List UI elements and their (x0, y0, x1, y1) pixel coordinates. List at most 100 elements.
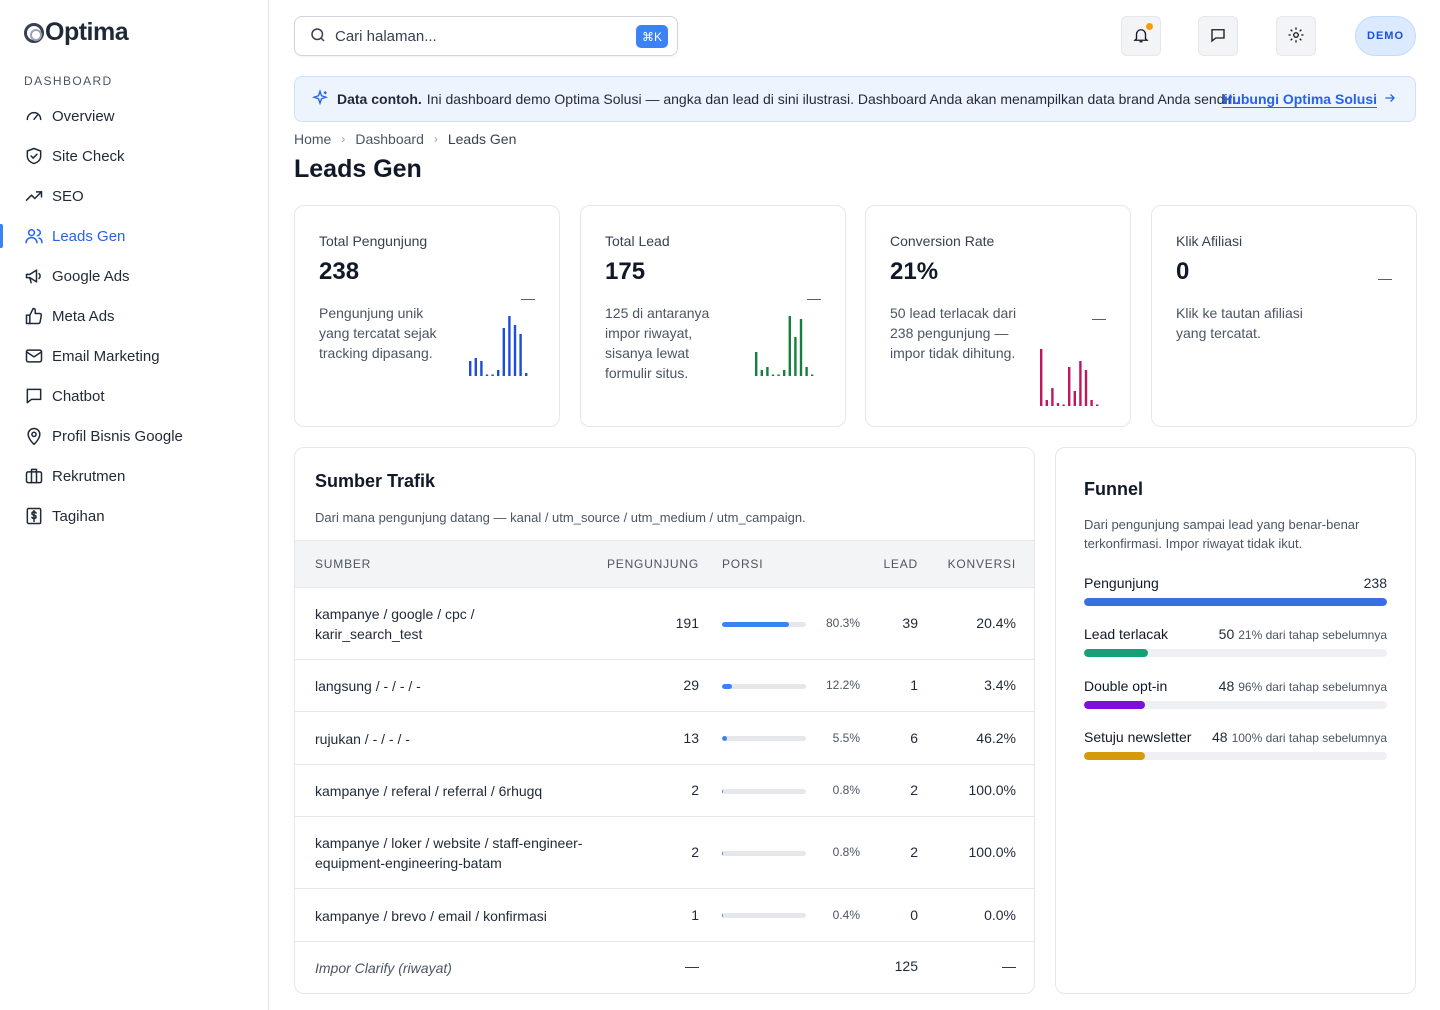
chat-icon (24, 386, 44, 406)
nav-section-title: DASHBOARD (24, 74, 113, 88)
table-row[interactable]: rujukan / - / - / - 13 5.5% 6 46.2% (295, 712, 1034, 765)
trending-up-icon (24, 186, 44, 206)
settings-button[interactable] (1276, 16, 1316, 56)
conversion-cell: — (1002, 958, 1016, 974)
share-percent: 0.8% (832, 845, 860, 859)
source-cell: rujukan / - / - / - (315, 730, 410, 747)
sidebar-item-google-ads[interactable]: Google Ads (0, 256, 268, 296)
table-row[interactable]: kampanye / brevo / email / konfirmasi 1 0.… (295, 889, 1034, 942)
spark-bar (525, 373, 528, 376)
funnel-step-label: Pengunjung (1084, 575, 1159, 591)
share-bar-fill (722, 788, 723, 794)
share-percent: 80.3% (825, 616, 860, 630)
funnel-step-label: Setuju newsletter (1084, 729, 1192, 745)
visitors-cell: 1 (691, 906, 699, 923)
funnel-step-track (1084, 598, 1387, 606)
sidebar-item-leads-gen[interactable]: Leads Gen (0, 216, 268, 256)
col-share-header[interactable]: PORSI (722, 557, 764, 571)
search-input[interactable] (335, 27, 615, 45)
spark-bar (480, 361, 483, 376)
share-percent: 0.8% (832, 783, 860, 797)
spark-bar (508, 316, 511, 376)
sidebar-item-label: Leads Gen (52, 227, 126, 245)
kpi-label: Conversion Rate (890, 233, 995, 249)
kpi-description: 125 di antaranya impor riwayat, sisanya … (605, 305, 710, 381)
spark-bar (766, 367, 769, 376)
kpi-sparkline (755, 316, 814, 376)
lead-cell: 2 (910, 844, 918, 860)
funnel-step-label: Double opt-in (1084, 678, 1168, 694)
share-bar-fill (722, 736, 727, 741)
spark-bar (755, 352, 758, 376)
spark-bar (794, 337, 797, 376)
breadcrumb-home[interactable]: Home (294, 131, 332, 147)
sidebar-item-tagihan[interactable]: Tagihan (0, 496, 268, 536)
spark-bar (1084, 370, 1088, 406)
col-conversion-header[interactable]: KONVERSI (947, 557, 1016, 571)
sidebar-item-label: Meta Ads (52, 307, 115, 325)
spark-bar (1051, 388, 1054, 406)
lead-cell: 125 (894, 958, 918, 974)
funnel-step-value: 238 (1363, 575, 1387, 591)
search-box[interactable]: ⌘K (294, 16, 678, 56)
sidebar-item-meta-ads[interactable]: Meta Ads (0, 296, 268, 336)
spark-bar (491, 374, 494, 376)
col-lead-header[interactable]: LEAD (883, 557, 918, 571)
lead-cell: 39 (902, 615, 918, 631)
spark-bar (485, 374, 489, 376)
sidebar-item-seo[interactable]: SEO (0, 176, 268, 216)
spark-bar (1056, 403, 1060, 406)
table-row[interactable]: kampanye / google / cpc / karir_search_t… (295, 588, 1034, 660)
users-icon (24, 226, 44, 246)
gauge-icon (24, 106, 44, 126)
table-row[interactable]: langsung / - / - / - 29 12.2% 1 3.4% (295, 660, 1034, 712)
banner-strong: Data contoh. (337, 91, 422, 107)
user-avatar-button[interactable]: DEMO (1355, 16, 1416, 56)
kpi-value: 21% (890, 258, 939, 285)
sidebar-item-site-check[interactable]: Site Check (0, 136, 268, 176)
conversion-cell: 46.2% (976, 729, 1016, 746)
sidebar-item-chatbot[interactable]: Chatbot (0, 376, 268, 416)
spark-bar (1073, 391, 1076, 406)
share-bar-fill (722, 913, 723, 918)
search-icon (309, 26, 327, 47)
contact-link[interactable]: Hubungi Optima Solusi (1222, 91, 1377, 107)
kpi-trend: — (807, 290, 821, 306)
sidebar-item-email-marketing[interactable]: Email Marketing (0, 336, 268, 376)
spark-bar (805, 367, 808, 376)
messages-button[interactable] (1198, 16, 1238, 56)
spark-bar (1090, 400, 1093, 406)
conversion-cell: 100.0% (968, 782, 1016, 798)
col-visitors-header[interactable]: PENGUNJUNG (606, 557, 699, 571)
spark-bar (1062, 404, 1065, 406)
traffic-sources-card: Sumber Trafik Dari mana pengunjung datan… (294, 447, 1035, 994)
kpi-description: Pengunjung unik yang tercatat sejak trac… (319, 305, 437, 361)
funnel-title: Funnel (1084, 479, 1143, 499)
brand-logo[interactable]: Optima (24, 18, 129, 47)
funnel-step-note: 96% dari tahap sebelumnya (1238, 680, 1387, 694)
bell-icon (1132, 26, 1150, 47)
notifications-button[interactable] (1121, 16, 1161, 56)
demo-banner: Data contoh. Ini dashboard demo Optima S… (294, 76, 1416, 122)
table-row[interactable]: kampanye / referal / referral / 6rhugq 2 0… (295, 765, 1034, 817)
col-source-header[interactable]: SUMBER (315, 557, 372, 571)
table-row[interactable]: kampanye / loker / website / staff-engin… (295, 817, 1034, 889)
arrow-right-icon[interactable] (1383, 91, 1397, 108)
spark-bar (474, 358, 477, 376)
funnel-step-track (1084, 752, 1387, 760)
spark-bar (1045, 400, 1048, 406)
breadcrumb-dashboard[interactable]: Dashboard (355, 131, 424, 147)
sidebar-item-rekrutmen[interactable]: Rekrutmen (0, 456, 268, 496)
kpi-card-total-pengunjung: Total Pengunjung 238 Pengunjung unik yang … (294, 205, 560, 427)
sidebar-item-label: Profil Bisnis Google (52, 427, 183, 445)
spark-bar (519, 334, 522, 376)
sidebar-item-profil-bisnis-google[interactable]: Profil Bisnis Google (0, 416, 268, 456)
kpi-sparkline (1040, 349, 1099, 406)
funnel-step-fill (1084, 649, 1148, 657)
source-cell: Impor Clarify (riwayat) (315, 960, 452, 976)
funnel-subtitle: Dari pengunjung sampai lead yang benar-b… (1084, 517, 1360, 551)
mail-icon (24, 346, 44, 366)
spark-bar (513, 325, 517, 376)
sidebar-item-label: Rekrutmen (52, 467, 126, 485)
sidebar-item-overview[interactable]: Overview (0, 96, 268, 136)
